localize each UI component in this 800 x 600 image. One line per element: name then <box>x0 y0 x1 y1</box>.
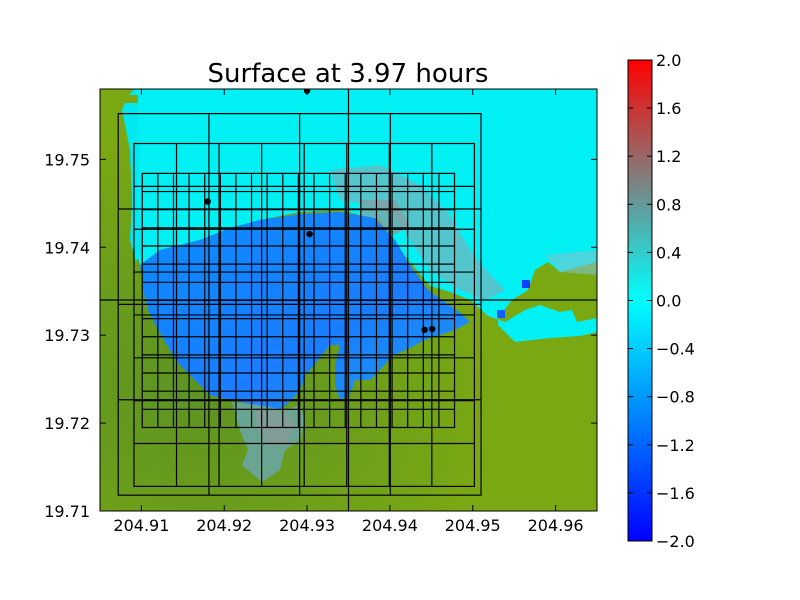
ocean-grey-band <box>545 250 597 275</box>
land-patch <box>100 89 130 99</box>
amr-patch-grid <box>100 89 597 511</box>
coastal-strip <box>122 89 142 262</box>
y-tick-label: 19.71 <box>44 502 90 521</box>
y-tick-label: 19.74 <box>44 238 90 257</box>
x-tick-label: 204.94 <box>362 516 418 535</box>
gauge-marker <box>421 326 428 334</box>
x-axis: 204.91 204.92 204.93 204.94 204.95 204.96 <box>113 89 584 535</box>
axes-frame <box>99 88 598 512</box>
blue-spot <box>497 310 505 318</box>
colorbar-tick-label: −1.6 <box>656 484 695 503</box>
x-tick-label: 204.96 <box>528 516 584 535</box>
x-tick-label: 204.93 <box>279 516 335 535</box>
colorbar-tick-label: −1.2 <box>656 436 695 455</box>
bay-region <box>140 212 470 410</box>
colorbar-axis: 2.0 1.6 1.2 0.8 0.4 0.0 −0.4 −0.8 −1.2 −1.6 −2.0 <box>628 51 695 551</box>
colorbar-tick-label: −0.8 <box>656 388 695 407</box>
x-tick-label: 204.92 <box>196 516 252 535</box>
gauge-marker <box>306 230 313 238</box>
gauge-marker <box>428 325 436 333</box>
blue-spot <box>522 280 530 288</box>
y-tick-label: 19.75 <box>44 150 90 169</box>
y-axis: 19.71 19.72 19.73 19.74 19.75 <box>44 150 597 521</box>
chart-title: Surface at 3.97 hours <box>208 59 489 89</box>
gauge-marker <box>204 198 211 205</box>
y-tick-label: 19.73 <box>44 326 90 345</box>
colorbar-tick-label: 0.4 <box>656 243 681 262</box>
colorbar-tick-label: 1.6 <box>656 99 681 118</box>
y-tick-label: 19.72 <box>44 414 90 433</box>
x-tick-label: 204.91 <box>113 516 169 535</box>
colorbar-tick-label: 0.8 <box>656 195 681 214</box>
colorbar-tick-label: 1.2 <box>656 147 681 166</box>
land-patch <box>118 95 138 103</box>
colorbar-tick-label: −2.0 <box>656 532 695 551</box>
plot-area <box>100 89 597 511</box>
high-water-region <box>330 165 505 300</box>
colorbar-tick-label: 0.0 <box>656 292 681 311</box>
x-tick-label: 204.95 <box>445 516 501 535</box>
colorbar-tick-label: −0.4 <box>656 340 695 359</box>
colorbar-tick-label: 2.0 <box>656 51 681 70</box>
gauge-markers <box>204 89 436 334</box>
